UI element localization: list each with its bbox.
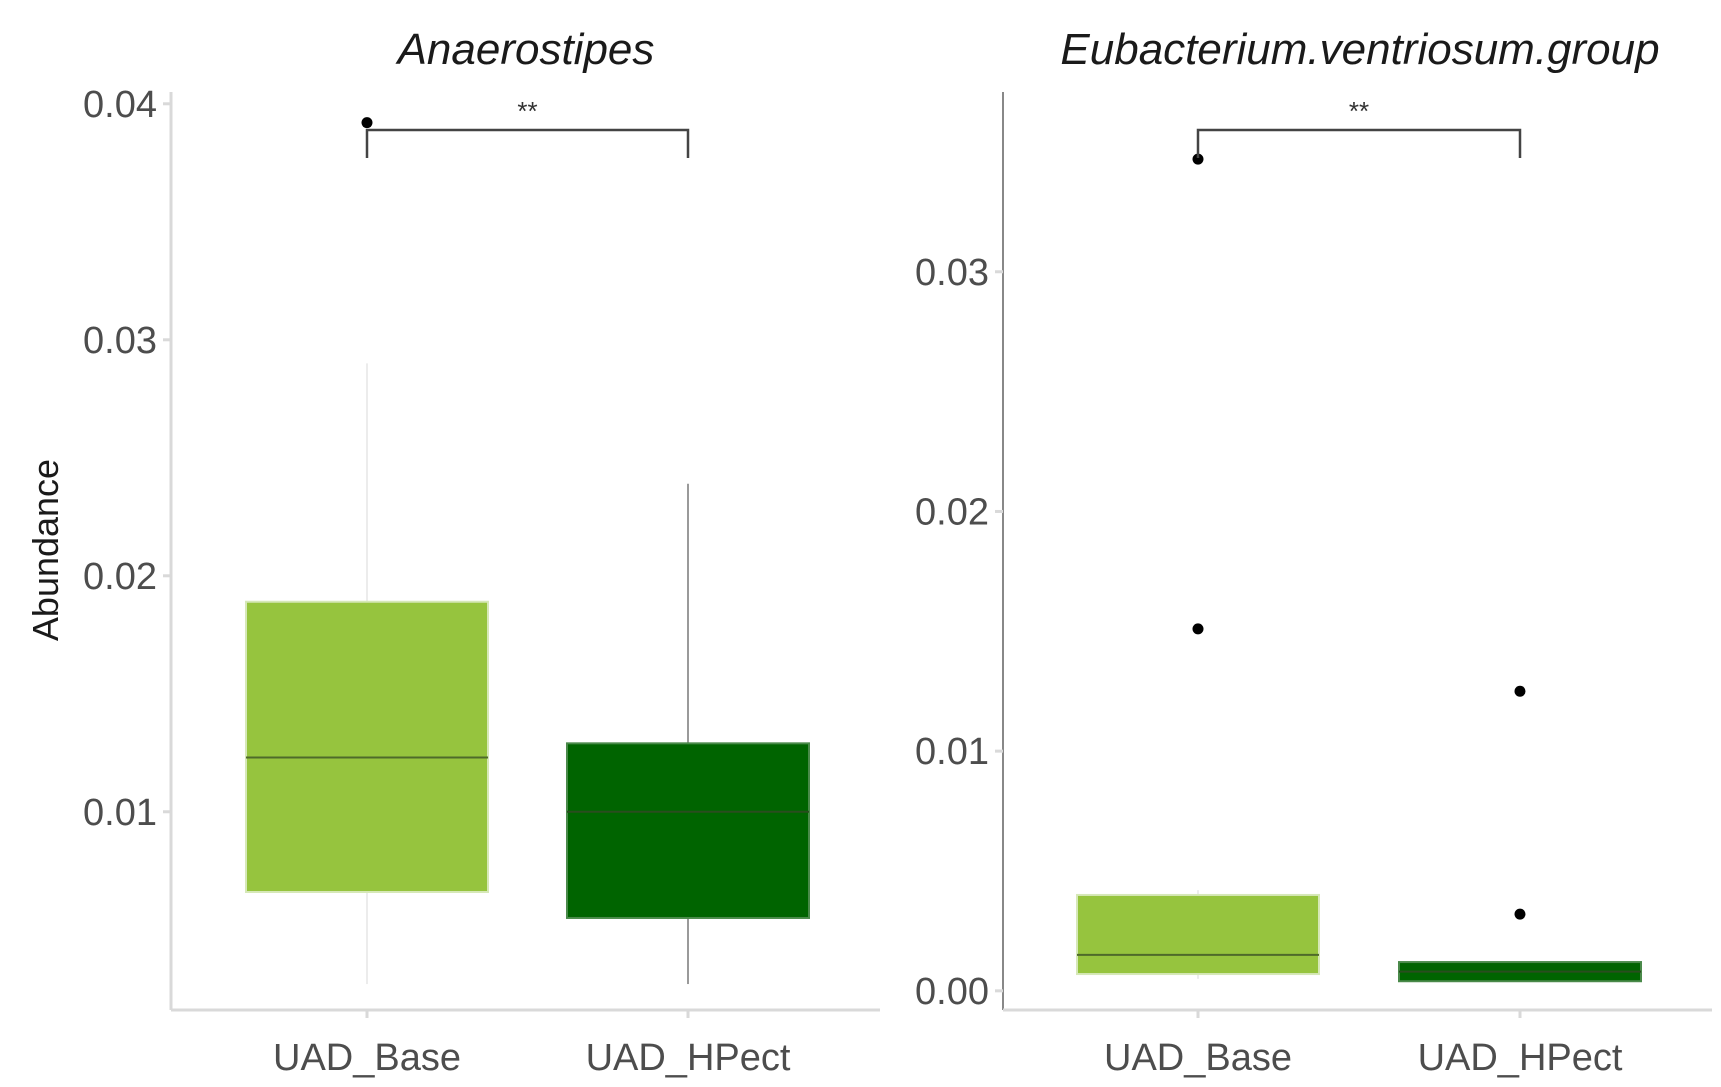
x-tick-label: UAD_Base [1104,1037,1292,1079]
x-tick-label: UAD_Base [273,1037,461,1079]
y-tick-label: 0.04 [83,84,157,126]
x-tick-label: UAD_HPect [586,1037,791,1079]
bracket-line [365,128,690,158]
x-ticks: UAD_Base UAD_HPect [273,1010,791,1079]
outlier-point [1514,685,1526,697]
significance-label: ** [517,96,537,126]
y-ticks: 0.00 0.01 0.02 0.03 [915,252,1003,1013]
panel-eubacterium: Eubacterium.ventriosum.group 0.000.010.0… [915,25,1712,1079]
bracket-line [1196,128,1522,158]
y-tick-label: 0.01 [83,792,157,834]
box-iqr [566,742,810,919]
outlier-point [1192,153,1204,165]
y-tick-label: 0.02 [915,491,989,533]
panel-title: Anaerostipes [395,25,655,74]
outlier-point [361,117,373,129]
x-ticks: UAD_Base UAD_HPect [1104,1010,1623,1079]
y-tick-label: 0.03 [915,252,989,294]
outlier-point [1192,623,1204,635]
box-iqr [245,600,489,894]
significance-bracket: ** [1196,96,1522,158]
significance-label: ** [1349,96,1369,126]
y-axis-title: Abundance [25,459,66,641]
outlier-point [1514,908,1526,920]
box-iqr [1076,893,1320,976]
box-marks [245,117,810,985]
y-ticks: 0.01 0.02 0.03 0.04 [83,84,171,834]
panel-anaerostipes: Anaerostipes Abundance 0.010.020.030.04 … [25,25,880,1079]
panel-title: Eubacterium.ventriosum.group [1060,25,1659,74]
y-tick-label: 0.01 [915,731,989,773]
y-tick-label: 0.00 [915,971,989,1013]
y-tick-label: 0.02 [83,556,157,598]
box-marks [1076,153,1642,983]
significance-bracket: ** [365,96,690,158]
y-tick-label: 0.03 [83,320,157,362]
x-tick-label: UAD_HPect [1418,1037,1623,1079]
